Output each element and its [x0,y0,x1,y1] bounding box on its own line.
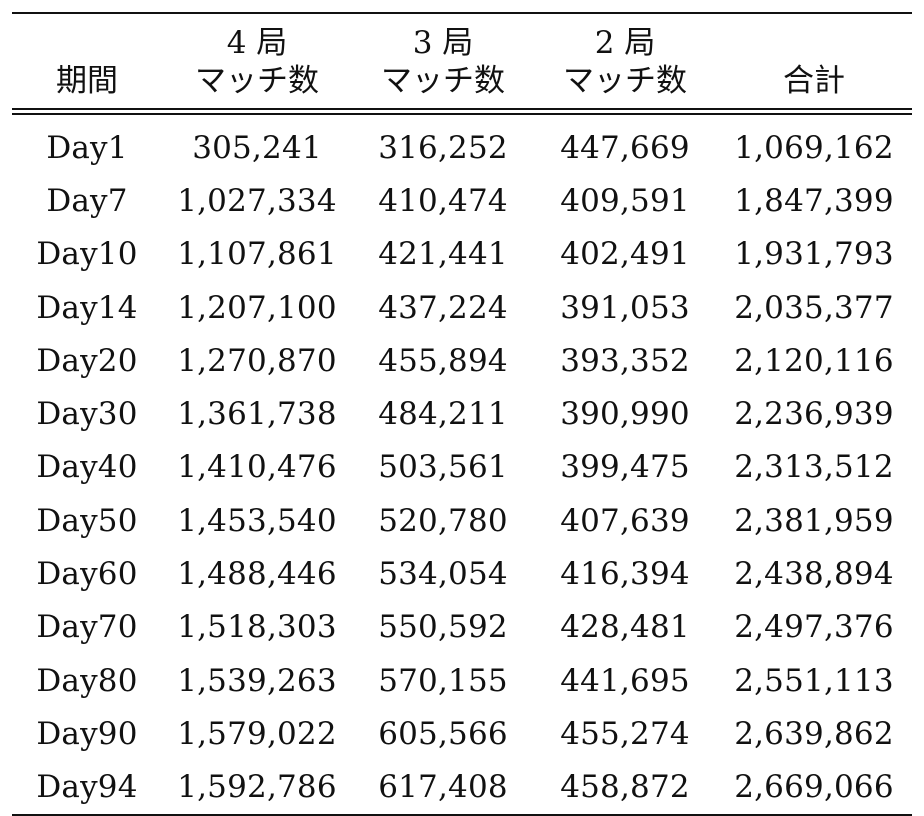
cell-4-round: 1,270,870 [177,342,337,379]
cell-total: 1,931,793 [734,236,894,273]
table-row: Day1 305,241 316,252 447,669 1,069,162 [12,115,912,174]
cell-4-round: 1,410,476 [177,449,337,486]
cell-2-round: 447,669 [560,129,690,166]
table-row: Day94 1,592,786 617,408 458,872 2,669,066 [12,761,912,814]
cell-total: 2,035,377 [734,289,894,326]
cell-total: 2,551,113 [734,662,894,699]
header-period: 期間 [56,63,118,99]
cell-2-round: 416,394 [560,556,690,593]
cell-4-round: 1,027,334 [177,182,337,219]
table-header: 期間 4 局 マッチ数 3 局 マッチ数 2 局 マッチ数 合計 [12,14,912,108]
cell-3-round: 410,474 [378,182,508,219]
cell-2-round: 428,481 [560,609,690,646]
cell-period: Day14 [36,289,138,326]
cell-period: Day10 [36,236,138,273]
cell-2-round: 407,639 [560,502,690,539]
table-row: Day40 1,410,476 503,561 399,475 2,313,512 [12,441,912,494]
table-row: Day20 1,270,870 455,894 393,352 2,120,116 [12,334,912,387]
cell-3-round: 484,211 [378,396,508,433]
cell-period: Day40 [36,449,138,486]
cell-total: 1,069,162 [734,129,894,166]
cell-period: Day20 [36,342,138,379]
cell-total: 1,847,399 [734,182,894,219]
header-double-rule [12,108,912,115]
table-row: Day70 1,518,303 550,592 428,481 2,497,376 [12,601,912,654]
cell-4-round: 305,241 [192,129,322,166]
cell-4-round: 1,207,100 [177,289,337,326]
cell-3-round: 520,780 [378,502,508,539]
table-row: Day80 1,539,263 570,155 441,695 2,551,113 [12,654,912,707]
cell-period: Day1 [46,129,128,166]
header-4-round-matches: 4 局 マッチ数 [195,25,319,99]
cell-3-round: 503,561 [378,449,508,486]
cell-total: 2,120,116 [734,342,894,379]
cell-period: Day60 [36,556,138,593]
header-2-round-matches: 2 局 マッチ数 [563,25,687,99]
cell-4-round: 1,107,861 [177,236,337,273]
cell-3-round: 550,592 [378,609,508,646]
cell-period: Day90 [36,715,138,752]
cell-total: 2,313,512 [734,449,894,486]
cell-period: Day30 [36,396,138,433]
table-row: Day10 1,107,861 421,441 402,491 1,931,793 [12,228,912,281]
cell-4-round: 1,488,446 [177,556,337,593]
cell-4-round: 1,361,738 [177,396,337,433]
cell-2-round: 441,695 [560,662,690,699]
cell-total: 2,497,376 [734,609,894,646]
cell-period: Day50 [36,502,138,539]
match-count-table: 期間 4 局 マッチ数 3 局 マッチ数 2 局 マッチ数 合計 [12,12,912,816]
cell-total: 2,669,066 [734,769,894,806]
cell-2-round: 458,872 [560,769,690,806]
table-row: Day14 1,207,100 437,224 391,053 2,035,377 [12,281,912,334]
header-3-round-matches: 3 局 マッチ数 [381,25,505,99]
table-row: Day30 1,361,738 484,211 390,990 2,236,939 [12,387,912,440]
cell-period: Day80 [36,662,138,699]
cell-3-round: 316,252 [378,129,508,166]
data-table: 期間 4 局 マッチ数 3 局 マッチ数 2 局 マッチ数 合計 [12,14,912,108]
table-row: Day90 1,579,022 605,566 455,274 2,639,862 [12,707,912,760]
top-rule [12,12,912,14]
cell-period: Day70 [36,609,138,646]
cell-2-round: 402,491 [560,236,690,273]
cell-2-round: 390,990 [560,396,690,433]
cell-4-round: 1,539,263 [177,662,337,699]
cell-3-round: 455,894 [378,342,508,379]
cell-total: 2,639,862 [734,715,894,752]
cell-total: 2,438,894 [734,556,894,593]
table-body: Day1 305,241 316,252 447,669 1,069,162 Day7 1,… [12,115,912,814]
cell-period: Day94 [36,769,138,806]
cell-total: 2,381,959 [734,502,894,539]
cell-4-round: 1,518,303 [177,609,337,646]
cell-2-round: 399,475 [560,449,690,486]
cell-2-round: 455,274 [560,715,690,752]
table-row: Day50 1,453,540 520,780 407,639 2,381,959 [12,494,912,547]
table-row: Day7 1,027,334 410,474 409,591 1,847,399 [12,174,912,227]
cell-2-round: 409,591 [560,182,690,219]
cell-3-round: 570,155 [378,662,508,699]
cell-4-round: 1,579,022 [177,715,337,752]
cell-3-round: 421,441 [378,236,508,273]
cell-4-round: 1,453,540 [177,502,337,539]
header-total: 合計 [783,63,845,99]
cell-3-round: 617,408 [378,769,508,806]
cell-2-round: 391,053 [560,289,690,326]
cell-3-round: 605,566 [378,715,508,752]
cell-total: 2,236,939 [734,396,894,433]
data-table-body: Day1 305,241 316,252 447,669 1,069,162 Day7 1,… [12,115,912,814]
cell-2-round: 393,352 [560,342,690,379]
cell-3-round: 534,054 [378,556,508,593]
cell-period: Day7 [46,182,128,219]
table-row: Day60 1,488,446 534,054 416,394 2,438,894 [12,547,912,600]
cell-3-round: 437,224 [378,289,508,326]
cell-4-round: 1,592,786 [177,769,337,806]
